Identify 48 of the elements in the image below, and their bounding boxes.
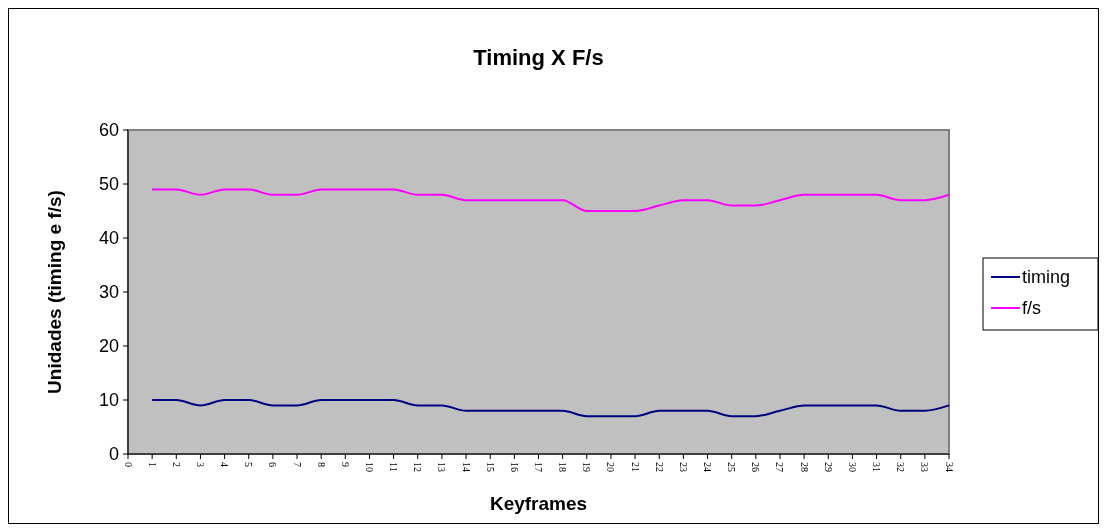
x-tick-label: 17 (533, 462, 544, 472)
y-tick-label: 50 (98, 174, 119, 195)
y-tick-label: 40 (98, 228, 119, 249)
x-tick-label: 18 (557, 462, 569, 472)
x-tick-label: 29 (822, 462, 834, 472)
x-tick-label: 12 (412, 462, 424, 472)
x-tick-label: 7 (291, 462, 303, 467)
x-tick-label: 28 (798, 462, 810, 472)
x-tick-label: 20 (605, 462, 617, 472)
x-tick-label: 3 (194, 462, 206, 467)
x-tick-label: 16 (508, 462, 520, 472)
x-tick-label: 6 (267, 462, 279, 467)
x-tick-label: 10 (363, 462, 375, 472)
x-tick-label: 25 (726, 462, 738, 472)
x-tick-label: 1 (146, 462, 158, 467)
line-series (151, 399, 950, 418)
x-tick-label: 27 (774, 462, 786, 472)
x-tick-label: 13 (436, 462, 448, 472)
x-tick-label: 22 (653, 462, 665, 472)
legend-label: timing (1022, 267, 1071, 288)
x-tick-label: 32 (895, 462, 907, 472)
x-tick-label: 26 (750, 462, 762, 472)
line-series (151, 188, 950, 212)
x-tick-label: 15 (484, 462, 496, 472)
legend-label: f/s (1022, 298, 1042, 319)
x-tick-label: 30 (846, 462, 858, 472)
y-tick-label: 20 (98, 336, 119, 357)
chart-title: Timing X F/s (473, 45, 604, 70)
x-tick-label: 9 (339, 462, 351, 467)
y-axis-title: Unidades (timing e f/s) (44, 190, 65, 394)
x-tick-label: 31 (871, 462, 883, 472)
x-tick-label: 19 (581, 462, 593, 472)
x-tick-label: 8 (315, 462, 327, 467)
y-tick-label: 60 (98, 120, 119, 141)
x-tick-label: 34 (943, 462, 955, 472)
x-tick-label: 11 (388, 462, 400, 472)
y-tick-label: 30 (98, 282, 119, 303)
y-tick-label: 10 (98, 390, 119, 411)
x-tick-label: 4 (219, 462, 231, 467)
x-tick-label: 0 (122, 462, 134, 467)
x-tick-label: 23 (677, 462, 689, 472)
x-tick-label: 5 (243, 462, 255, 467)
x-tick-label: 33 (919, 462, 931, 472)
x-tick-label: 14 (460, 462, 472, 472)
x-tick-label: 21 (629, 462, 641, 472)
x-axis-title: Keyframes (489, 493, 588, 514)
x-tick-label: 2 (170, 462, 182, 467)
x-tick-label: 24 (702, 462, 714, 472)
